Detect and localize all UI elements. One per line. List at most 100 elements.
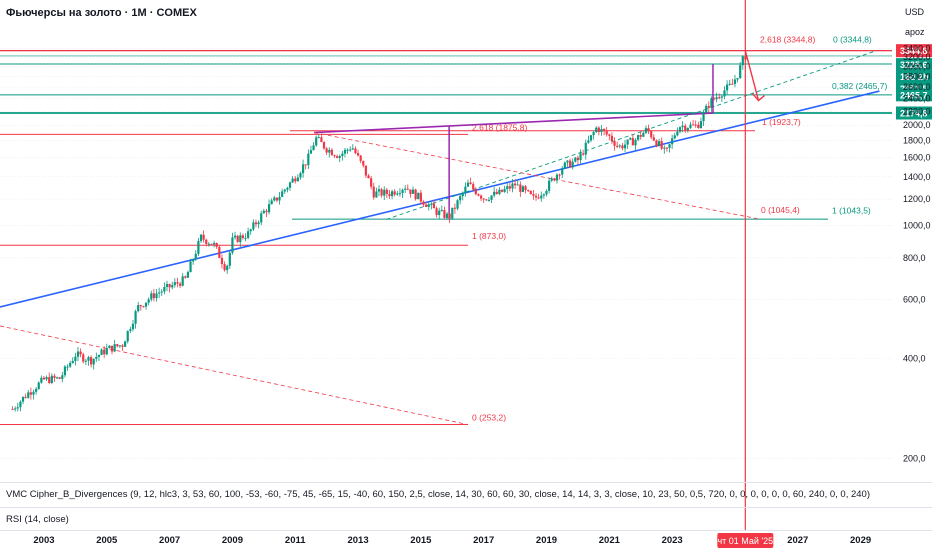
y-tick-label: 600,0 [903,295,926,305]
candle-body [555,174,559,181]
level-label: 1 (1043,5) [832,205,871,215]
candle-body [53,375,56,378]
candle-body [189,261,192,273]
y-tick-label: 2000,0 [903,120,931,130]
candle-body [459,196,462,201]
price-badge [896,58,932,72]
chart-grid [0,47,892,459]
candle-body [134,311,137,324]
candle-body [333,155,336,157]
candle-body [419,192,422,202]
candle-body [103,349,106,355]
candle-body [275,197,279,201]
candle-body [63,366,67,376]
x-tick-label: 2021 [599,535,621,546]
candle-body [474,189,477,195]
candle-body [84,360,87,362]
candle-body [312,145,315,151]
candle-body [260,213,263,223]
candle-body [281,191,284,197]
candle-body [697,124,700,129]
candle-body [652,137,655,141]
candle-body [608,134,611,136]
candle-body [482,198,485,200]
candle-body [61,375,64,379]
candle-body [304,164,307,166]
candle-body [390,191,394,197]
candle-body [383,189,386,196]
currency-label[interactable]: USD [905,7,925,17]
candle-body [21,396,25,402]
candle-body [516,184,519,186]
indicator-vmc-label[interactable]: VMC Cipher_B_Divergences (9, 12, hlc3, 3… [6,489,870,500]
candle-body [411,189,415,194]
candle-body [50,375,53,383]
candle-body [438,210,441,215]
x-tick-label: 2023 [662,535,683,546]
candle-body [657,141,661,146]
pane-separator[interactable] [0,507,932,508]
candle-body [686,128,689,131]
candle-body [561,168,564,175]
candle-body [602,128,606,131]
level-label: 2,618 (1875,8) [472,122,527,132]
candle-body [741,56,744,66]
candle-body [453,207,456,209]
candle-body [215,243,218,247]
level-label: 1 (873,0) [472,231,506,241]
candle-body [286,187,289,190]
scale-mode-label[interactable]: apoz [905,27,925,37]
candle-body [589,135,593,141]
candle-body [66,366,69,368]
candle-body [715,97,718,100]
candle-body [375,191,378,198]
candle-body [647,128,650,132]
candle-body [105,348,108,355]
candle-body [45,377,48,380]
blue-trendline [0,90,880,308]
candle-body [372,186,375,198]
candle-body [58,377,61,379]
candle-body [605,130,608,135]
y-tick-label: 1600,0 [903,152,931,162]
candle-body [678,127,682,132]
candle-body [205,239,208,244]
chart-title: Фьючерсы на золото · 1М · COMEX [6,7,197,19]
candle-body [527,190,530,192]
candle-body [354,148,357,154]
candle-body [228,252,231,266]
price-badge-label: 3225,6 [900,60,928,70]
candle-body [684,125,687,131]
candle-body [380,189,383,196]
candle-body [456,200,459,209]
candle-body [668,144,671,148]
candle-body [600,128,603,133]
pane-separator[interactable] [0,482,932,483]
teal-dashed-trendline [386,50,877,220]
candle-body [40,377,43,383]
candle-body [485,199,488,201]
candle-body [113,344,116,352]
candle-body [14,408,17,410]
candle-body [503,189,506,192]
candle-body [739,65,742,79]
candle-body [673,135,676,139]
candle-body [121,345,124,347]
indicator-rsi-label[interactable]: RSI (14, close) [6,514,69,525]
candle-body [663,147,666,149]
candle-body [500,189,504,192]
red-dashed-trendline-upper [314,132,761,220]
x-tick-label: 2015 [410,535,432,546]
candle-body [213,243,216,245]
candle-body [723,90,726,97]
candle-body [582,153,585,155]
y-tick-label: 400,0 [903,353,926,363]
candle-body [220,257,224,265]
candle-body [548,180,551,191]
candle-body [579,153,582,161]
projection-arrow [744,50,760,101]
level-label: 0 (3344,8) [833,35,872,45]
candle-body [634,139,637,146]
